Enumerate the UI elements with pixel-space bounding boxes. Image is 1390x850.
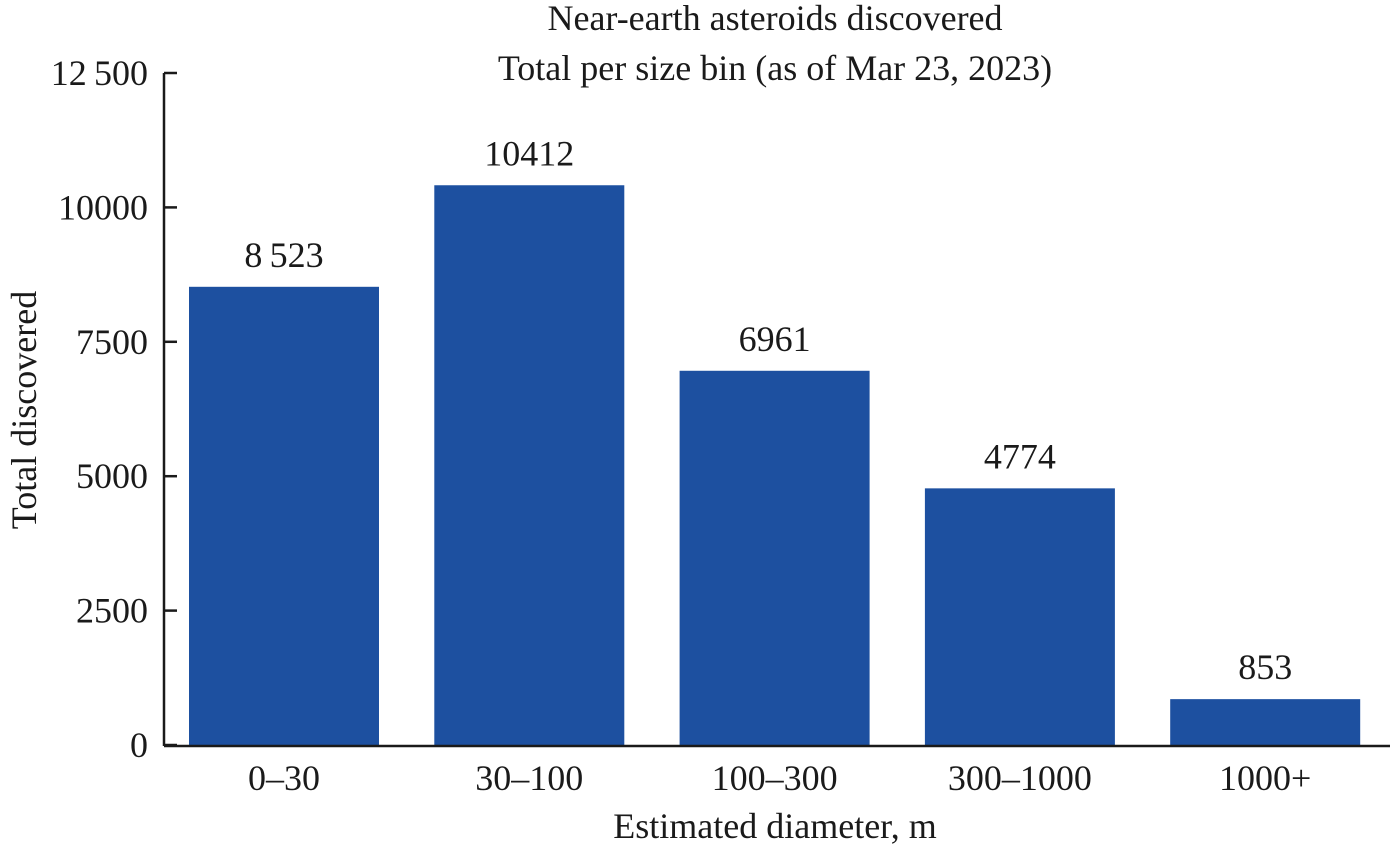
data-label-3: 4774 (984, 436, 1056, 476)
x-axis-label: Estimated diameter, m (613, 806, 936, 846)
x-tick-label-1: 30–100 (475, 758, 583, 798)
x-tick-label-3: 300–1000 (948, 758, 1092, 798)
y-tick-label-5: 12 500 (51, 53, 148, 93)
x-tick-label-4: 1000+ (1219, 758, 1311, 798)
bar-0 (189, 286, 379, 745)
y-tick-label-0: 0 (130, 725, 148, 765)
bar-3 (924, 488, 1115, 745)
data-label-1: 10412 (484, 133, 574, 173)
data-label-2: 6961 (739, 319, 811, 359)
chart-title: Near-earth asteroids discovered (547, 0, 1002, 38)
x-tick-label-2: 100–300 (712, 758, 838, 798)
data-label-4: 853 (1238, 647, 1292, 687)
chart-subtitle: Total per size bin (as of Mar 23, 2023) (498, 48, 1052, 88)
bar-1 (434, 185, 625, 746)
bar-4 (1170, 699, 1361, 745)
y-axis-label: Total discovered (4, 291, 44, 529)
x-tick-label-0: 0–30 (248, 758, 320, 798)
data-label-0: 8 523 (244, 235, 323, 275)
y-tick-label-4: 10000 (58, 187, 148, 227)
bar-2 (679, 370, 870, 745)
y-tick-label-3: 7500 (76, 322, 148, 362)
y-tick-label-1: 2500 (76, 591, 148, 631)
y-tick-label-2: 5000 (76, 456, 148, 496)
